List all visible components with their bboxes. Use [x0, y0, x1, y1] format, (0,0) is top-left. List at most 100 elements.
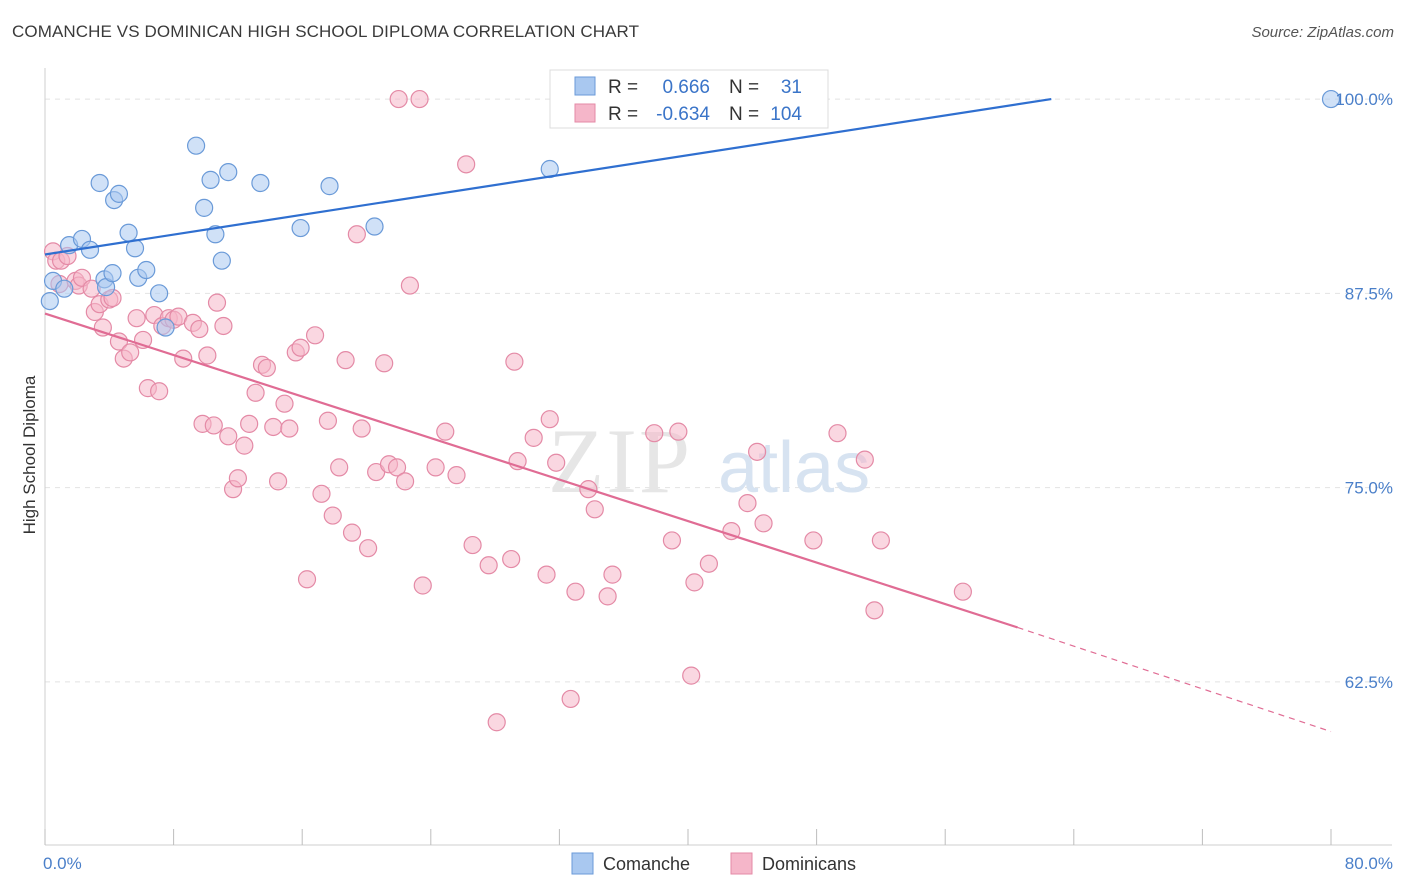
- x-tick-label-0: 0.0%: [43, 854, 82, 873]
- comanche-point-27: [365, 217, 384, 236]
- dominican-point-83: [566, 582, 585, 601]
- dominican-r-value: -0.634: [656, 104, 710, 125]
- dominican-n-value: 104: [770, 104, 802, 125]
- dominican-point-17: [127, 309, 146, 328]
- comanche-point-18: [187, 136, 206, 155]
- comanche-n-label: N =: [729, 77, 759, 98]
- comanche-point-24: [251, 173, 270, 193]
- dominican-point-70: [447, 466, 466, 485]
- axes: [44, 68, 1392, 846]
- dominican-point-95: [738, 494, 757, 513]
- watermark-atlas: atlas: [718, 428, 870, 508]
- source-credit: Source: ZipAtlas.com: [1251, 24, 1394, 41]
- y-axis-label: High School Diploma: [20, 375, 39, 534]
- legend-dominican-label: Dominicans: [762, 854, 856, 874]
- dominican-point-41: [257, 358, 276, 378]
- dominican-point-69: [436, 422, 455, 441]
- dominican-point-51: [318, 411, 338, 430]
- dominican-point-32: [207, 293, 227, 312]
- dominican-point-78: [524, 428, 543, 447]
- comanche-point-21: [206, 225, 225, 244]
- dominican-n-label: N =: [729, 104, 759, 125]
- dominican-point-72: [463, 535, 482, 555]
- dominican-point-63: [389, 89, 408, 109]
- dominican-point-16: [121, 343, 140, 362]
- dominican-point-14: [109, 332, 129, 351]
- comanche-r-label: R =: [608, 77, 638, 98]
- dominican-point-21: [150, 382, 169, 401]
- dominican-point-45: [280, 419, 299, 438]
- dominican-point-93: [699, 554, 718, 573]
- dominican-point-34: [219, 427, 238, 446]
- dominican-point-42: [264, 417, 283, 437]
- legend-comanche-label: Comanche: [603, 854, 690, 874]
- dominican-point-62: [387, 458, 407, 477]
- watermark: ZIP atlas: [548, 410, 870, 512]
- legend-dominican-swatch: [730, 852, 753, 875]
- dominican-point-56: [347, 225, 366, 244]
- comanche-point-2: [55, 279, 74, 298]
- stats-legend: R = 0.666 N = 31 R = -0.634 N = 104: [549, 69, 829, 129]
- comanche-point-19: [195, 198, 214, 217]
- dominican-point-28: [190, 319, 209, 339]
- dominican-point-52: [323, 506, 342, 525]
- watermark-zip: ZIP: [548, 410, 692, 512]
- y-tick-label-1: 87.5%: [1345, 284, 1393, 303]
- comanche-point-12: [119, 223, 138, 242]
- dominican-point-86: [598, 587, 617, 606]
- y-tick-label-2: 75.0%: [1345, 479, 1393, 498]
- dominican-point-81: [547, 453, 566, 472]
- dominican-point-39: [246, 383, 265, 402]
- comanche-point-5: [80, 240, 100, 259]
- comanche-point-6: [90, 173, 109, 193]
- dominican-r-label: R =: [608, 104, 638, 125]
- comanche-point-15: [137, 260, 156, 280]
- y-tick-label-3: 62.5%: [1345, 673, 1393, 692]
- legend-comanche-swatch: [571, 852, 594, 875]
- dominican-point-97: [754, 514, 773, 533]
- dominican-point-58: [359, 539, 378, 558]
- y-tick-labels: 100.0% 87.5% 75.0% 62.5%: [1335, 90, 1393, 692]
- dominican-point-76: [505, 352, 524, 371]
- dominican-point-96: [748, 442, 767, 461]
- dominican-point-33: [214, 316, 233, 336]
- dominican-point-48: [297, 570, 317, 589]
- comanche-point-16: [150, 284, 169, 303]
- dominican-point-88: [645, 424, 664, 443]
- comanche-point-26: [320, 177, 339, 196]
- dominican-point-75: [502, 549, 521, 569]
- comanche-point-23: [219, 163, 238, 182]
- comanche-points: [40, 88, 1341, 337]
- series-legend: Comanche Dominicans: [571, 852, 856, 875]
- dominican-point-85: [585, 500, 604, 519]
- trend-lines: [44, 97, 1332, 733]
- dominican-point-65: [400, 276, 420, 295]
- dominican-point-68: [426, 458, 445, 477]
- dominican-point-89: [662, 531, 682, 550]
- dominican-points: [43, 89, 972, 732]
- dominican-swatch: [574, 103, 596, 123]
- x-tick-labels: 0.0% 80.0%: [43, 854, 1393, 873]
- dominican-trend-extension: [1017, 626, 1332, 733]
- y-tick-label-0: 100.0%: [1335, 90, 1393, 109]
- dominican-point-66: [410, 89, 429, 109]
- comanche-trend-line: [44, 97, 1052, 256]
- dominican-point-98: [804, 531, 823, 550]
- dominican-point-53: [330, 458, 349, 477]
- dominican-point-102: [871, 531, 891, 550]
- dominican-point-60: [375, 354, 394, 373]
- dominican-point-30: [198, 346, 217, 365]
- dominican-point-92: [685, 573, 704, 592]
- dominican-point-79: [537, 565, 556, 584]
- dominican-point-37: [235, 436, 254, 455]
- dominican-point-64: [395, 472, 415, 491]
- dominican-point-49: [305, 326, 325, 345]
- dominican-point-100: [855, 450, 874, 469]
- x-tick-label-1: 80.0%: [1345, 854, 1393, 873]
- dominican-point-71: [457, 155, 476, 174]
- dominican-trend-line: [44, 312, 1018, 629]
- dominican-point-57: [352, 419, 371, 438]
- dominican-point-43: [268, 472, 288, 491]
- dominican-point-50: [312, 484, 331, 503]
